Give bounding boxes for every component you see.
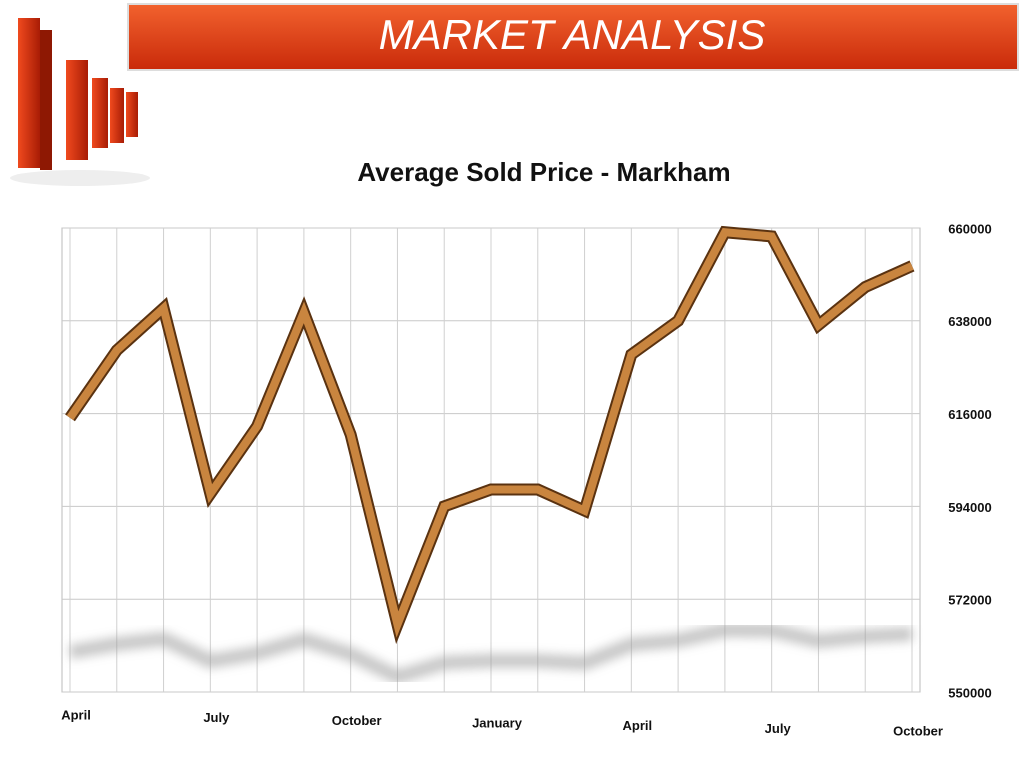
chart-icon	[10, 18, 150, 186]
x-tick-label: October	[332, 713, 382, 728]
line-shadow	[68, 622, 913, 685]
x-tick-label: April	[623, 718, 653, 733]
y-tick-label: 638000	[948, 314, 991, 329]
y-tick-label: 594000	[948, 500, 991, 515]
x-tick-label: April	[61, 707, 91, 722]
line	[66, 227, 914, 638]
y-tick-label: 572000	[948, 593, 991, 608]
x-tick-label: July	[765, 721, 792, 736]
x-tick-label: July	[203, 710, 230, 725]
title-banner	[127, 3, 1019, 71]
y-tick-label: 660000	[948, 221, 991, 236]
chart-title: Average Sold Price - Markham	[357, 157, 730, 187]
x-tick-label: January	[472, 716, 523, 731]
y-tick-label: 616000	[948, 407, 991, 422]
page-title: MARKET ANALYSIS	[379, 11, 766, 58]
x-tick-label: October	[893, 724, 943, 739]
y-tick-label: 550000	[948, 685, 991, 700]
